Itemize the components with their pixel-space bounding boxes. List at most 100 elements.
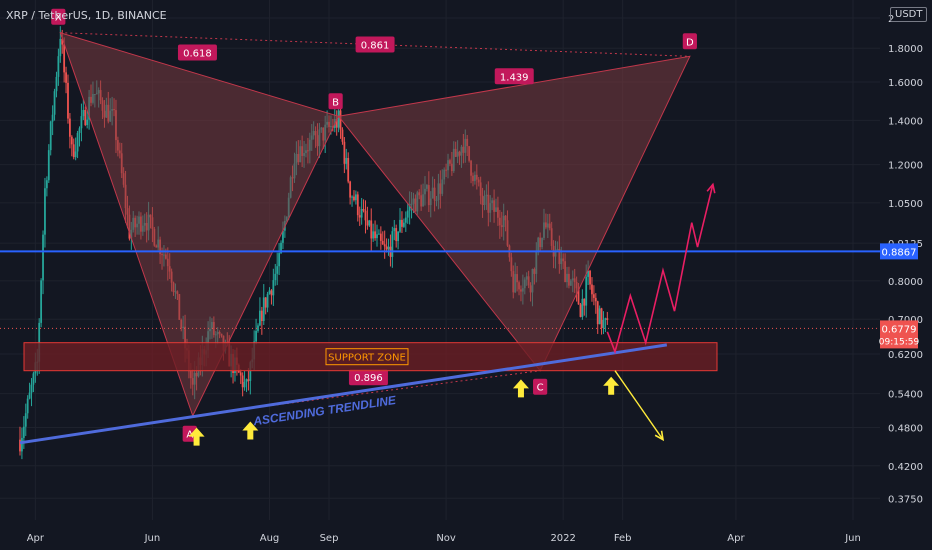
candle-body [72, 144, 75, 158]
ratio-label-text: 0.618 [183, 48, 212, 59]
candle-body [337, 110, 340, 128]
candle-body [577, 288, 580, 305]
candle-body [22, 426, 25, 438]
time-tick-label: Nov [436, 533, 456, 544]
candle-body [260, 310, 263, 322]
candle-body [404, 217, 407, 223]
candle-body [378, 233, 380, 235]
candle-body [372, 231, 375, 239]
candle-body [606, 318, 609, 321]
candle-body [268, 290, 271, 294]
candle-body [604, 318, 607, 320]
candle-body [74, 151, 77, 158]
candle-body [47, 150, 50, 181]
candle-body [28, 392, 31, 399]
candle-body [587, 270, 590, 277]
price-axis[interactable]: 21.80001.60001.40001.20001.05000.91250.8… [879, 14, 923, 505]
candle-body [343, 141, 346, 164]
projection-up-path [606, 184, 714, 355]
current-price-tag [880, 320, 918, 349]
candle-body [376, 234, 378, 239]
candle-body [55, 76, 58, 92]
candle-body [596, 301, 599, 325]
pattern-point-d [682, 33, 697, 50]
candle-body [347, 157, 350, 182]
candle-body [241, 375, 244, 388]
currency-badge[interactable]: USDT [890, 7, 928, 22]
candle-body [76, 132, 79, 152]
candle-body [65, 72, 67, 83]
pattern-point-a [182, 425, 197, 442]
price-tick-label: 0.4200 [888, 462, 923, 473]
candle-body [257, 325, 259, 331]
candle-body [383, 244, 386, 247]
candle-body [358, 215, 361, 218]
candle-body [78, 128, 81, 133]
candle-body [82, 109, 85, 117]
candle-body [32, 373, 35, 385]
candle-body [335, 118, 338, 128]
candle-body [86, 119, 89, 126]
projection-up-arrowhead [706, 182, 716, 194]
candle-body [353, 196, 355, 201]
pattern-point-b [328, 93, 343, 110]
candle-body [397, 231, 400, 242]
price-tick-label: 2 [888, 14, 894, 25]
candle-body [589, 270, 591, 285]
price-tick-label: 0.6200 [888, 350, 923, 361]
candle-body [339, 110, 342, 130]
candle-body [63, 44, 66, 73]
candle-body [579, 304, 582, 317]
candle-body [51, 114, 54, 122]
candle-body [30, 384, 33, 393]
candle-body [270, 290, 273, 296]
candle-body [364, 210, 367, 221]
pattern-triangle-xab [59, 31, 340, 418]
candle-body [354, 194, 357, 201]
candle-body [362, 208, 365, 211]
candle-body [40, 280, 43, 323]
candle-body [266, 293, 269, 308]
candle-body [259, 310, 261, 326]
candle-body [245, 379, 248, 383]
candle-body [45, 180, 48, 189]
candle-body [345, 157, 348, 164]
ratio-label [355, 36, 395, 53]
projection-down-path [614, 370, 664, 441]
candle-body [49, 121, 52, 151]
candle-body [592, 294, 595, 298]
level-price-tag-text: 0.8867 [882, 247, 917, 258]
ratio-label-text: 0.896 [354, 373, 383, 384]
candle-body [399, 219, 401, 232]
candle-body [401, 219, 403, 227]
ratio-label [494, 68, 534, 85]
pattern-point-d-text: D [686, 37, 694, 48]
projection-down-arrowhead [654, 430, 665, 442]
ratio-label-text: 1.439 [500, 72, 529, 83]
candle-body [381, 240, 384, 245]
candle-body [408, 203, 411, 211]
price-tick-label: 1.2000 [888, 161, 923, 172]
candle-body [19, 439, 21, 452]
candle-body [278, 253, 281, 267]
candle-body [272, 280, 275, 296]
time-axis[interactable]: Apr Jun Aug Sep Nov 2022 Feb Apr Jun [27, 533, 861, 544]
candle-body [264, 297, 267, 308]
candle-body [42, 234, 44, 281]
candle-body [239, 372, 242, 376]
time-tick-label: 2022 [550, 533, 575, 544]
candle-body [282, 230, 284, 243]
pattern-point-c [533, 378, 548, 395]
symbol-title[interactable]: XRP / TetherUS, 1D, BINANCE [6, 9, 167, 22]
support-zone [23, 342, 718, 372]
candle-body [80, 116, 83, 129]
price-tick-label: 1.6000 [888, 78, 923, 89]
candle-body [243, 382, 246, 388]
candle-body [247, 379, 250, 381]
candle-body [370, 220, 373, 239]
candle-body [360, 208, 363, 218]
candle-body [26, 398, 29, 414]
time-tick-label: Jun [144, 533, 161, 544]
